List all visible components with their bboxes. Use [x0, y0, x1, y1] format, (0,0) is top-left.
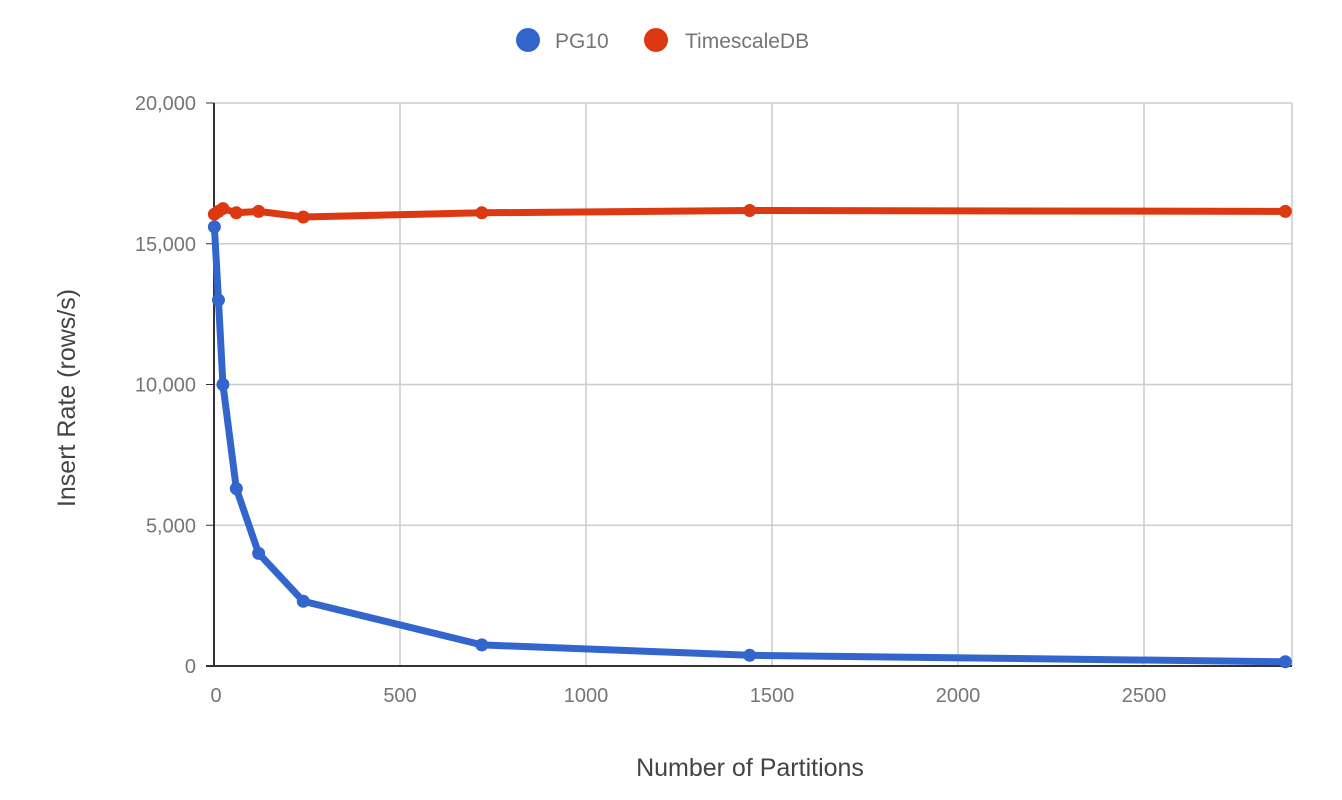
series-layer	[207, 202, 1292, 669]
legend-item-pg10[interactable]: PG10	[516, 28, 609, 53]
y-tick-label: 20,000	[135, 93, 196, 115]
legend-item-timescaledb[interactable]: TimescaleDB	[644, 28, 809, 53]
data-point[interactable]	[207, 220, 221, 234]
data-point[interactable]	[743, 204, 757, 218]
data-point[interactable]	[252, 204, 266, 218]
data-point[interactable]	[743, 648, 757, 662]
x-axis-title: Number of Partitions	[636, 754, 864, 782]
series-line	[210, 223, 1289, 666]
legend-label-timescaledb: TimescaleDB	[685, 30, 809, 53]
data-point[interactable]	[211, 293, 225, 307]
x-tick-label: 1000	[564, 685, 609, 707]
x-tick-label: 1500	[750, 685, 795, 707]
data-point[interactable]	[216, 202, 230, 216]
legend: PG10 TimescaleDB	[516, 28, 809, 53]
data-point[interactable]	[296, 210, 310, 224]
data-point[interactable]	[229, 482, 243, 496]
pg10-legend-dot-icon	[516, 28, 540, 52]
data-point[interactable]	[1278, 655, 1292, 669]
data-point[interactable]	[216, 378, 230, 391]
data-point[interactable]	[296, 594, 310, 608]
data-point[interactable]	[475, 206, 489, 220]
data-point[interactable]	[252, 546, 266, 560]
x-tick-label: 2000	[936, 685, 981, 707]
legend-label-pg10: PG10	[555, 30, 609, 53]
y-tick-label: 15,000	[135, 234, 196, 256]
data-point[interactable]	[229, 206, 243, 220]
x-tick-label: 0	[210, 685, 221, 707]
y-tick-label: 10,000	[135, 375, 196, 397]
series-timescaledb	[207, 202, 1292, 224]
y-tick-label: 5,000	[146, 515, 196, 537]
gridlines	[214, 102, 1293, 666]
data-point[interactable]	[475, 638, 489, 652]
x-tick-label: 2500	[1122, 685, 1167, 707]
series-pg10	[207, 220, 1292, 669]
y-axis-title: Insert Rate (rows/s)	[53, 289, 81, 507]
timescaledb-legend-dot-icon	[644, 28, 668, 52]
y-axis-ticks: 0 5,000 10,000 15,000 20,000	[135, 93, 214, 678]
y-tick-label: 0	[185, 656, 196, 678]
x-axis-ticks: 0 500 1000 1500 2000 2500	[210, 685, 1166, 707]
x-tick-label: 500	[383, 685, 416, 707]
data-point[interactable]	[1278, 204, 1292, 218]
